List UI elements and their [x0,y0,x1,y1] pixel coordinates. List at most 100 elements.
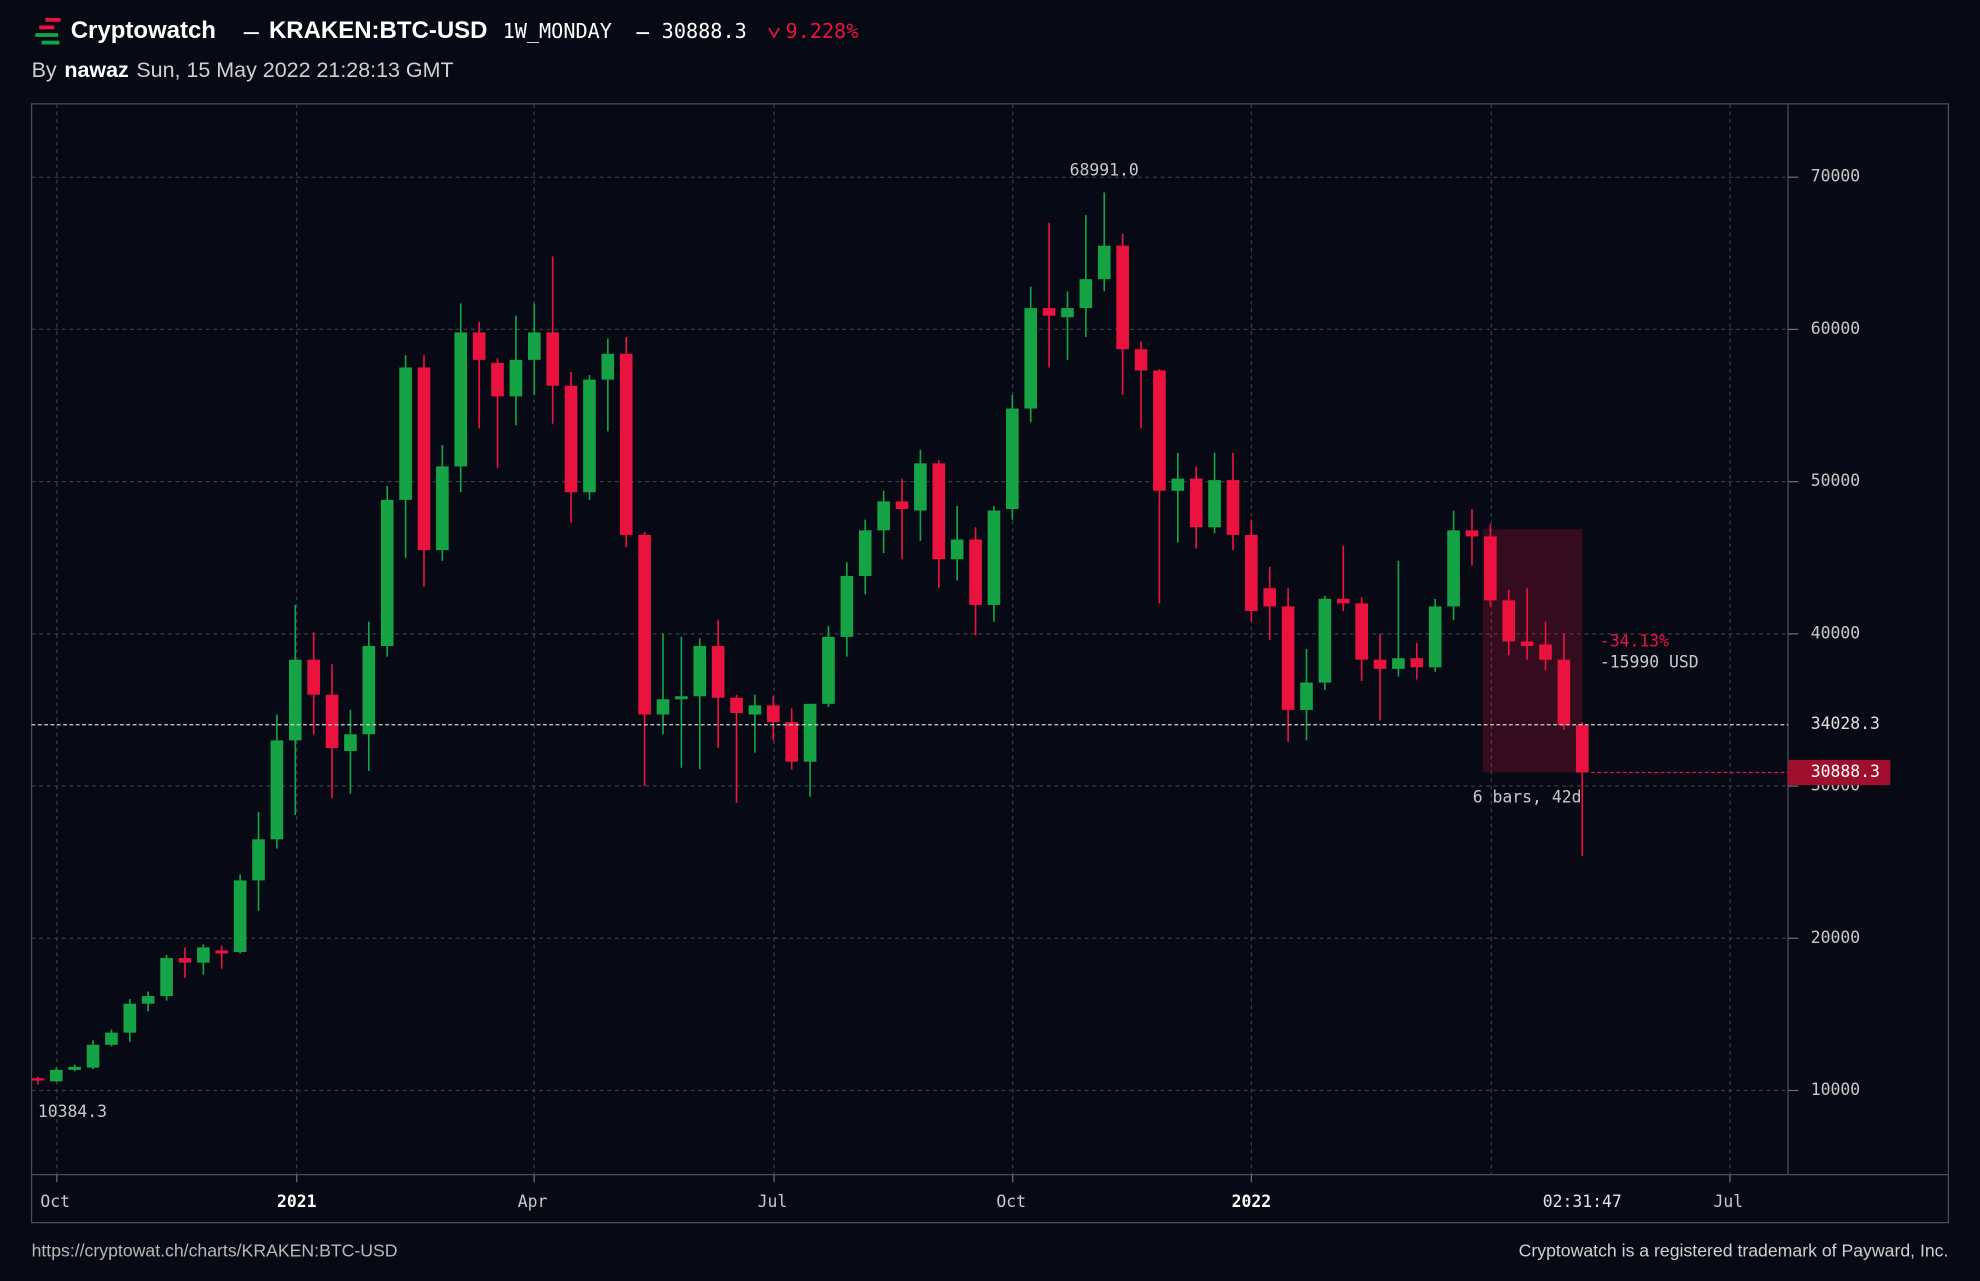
candle-body [785,722,799,762]
candle-body [1410,658,1424,668]
candle-body [491,362,504,397]
last-price-bg [1788,759,1891,786]
candle-body [1171,478,1185,491]
candle-body [472,332,486,360]
candle-body [564,385,578,493]
candle-body [380,499,394,647]
candle-body [987,510,1001,605]
candle-body [675,696,688,700]
candle-body [1465,530,1479,537]
candle-body [840,575,854,637]
interval: 1W_MONDAY [503,18,612,42]
candle-body [105,1032,118,1045]
candle-body [1189,478,1203,528]
candle-body [1263,588,1277,607]
candle-body [583,379,596,493]
candle-body [932,463,946,560]
candle-body [1245,534,1258,612]
candle-body [1318,598,1332,683]
y-tick-label: 50000 [1811,471,1860,490]
price: 30888.3 [662,18,747,42]
candle-body [1061,308,1074,318]
candle-body [1153,370,1166,491]
candle-body [178,958,192,963]
brand: Cryptowatch [71,17,216,44]
candle-body [858,530,872,576]
candle-body [252,839,265,881]
candle-body [1300,682,1313,710]
candle-body [509,359,523,397]
x-tick-label: Apr [518,1192,548,1211]
candle-body [1373,659,1387,669]
candle-body [233,880,247,952]
x-tick-label: Oct [996,1192,1026,1211]
candle-body [1042,308,1056,316]
candle-body [141,996,155,1004]
candle-body [914,463,927,511]
url: https://cryptowat.ch/charts/KRAKEN:BTC-U… [32,1240,398,1260]
measurement-bars: 6 bars, 42d [1473,787,1582,806]
high-annotation: 68991.0 [1070,161,1139,180]
timestamp: Sun, 15 May 2022 21:28:13 GMT [136,58,453,82]
candle-body [86,1044,100,1068]
change-chevron [768,27,780,39]
candle-body [1134,349,1148,371]
candle-body [693,646,707,697]
candle-body [1484,536,1497,601]
candle-body [399,367,412,500]
candle-body [1502,600,1516,642]
candle-body [601,353,615,380]
candle-body [546,332,559,386]
candle-body [344,734,357,752]
candle-body [160,958,173,997]
low-annotation: 10384.3 [38,1102,107,1121]
candle-body [1208,480,1221,528]
candle-body [1226,480,1240,535]
author: nawaz [64,58,128,82]
crosshair-price: 34028.3 [1811,714,1880,733]
trademark: Cryptowatch is a registered trademark of… [1519,1240,1949,1260]
candle-body [362,646,376,735]
candle-body [1520,641,1534,647]
x-tick-label: Oct [40,1192,70,1211]
candle-body [49,1069,63,1082]
candle-body [436,466,449,551]
candle-body [417,367,431,551]
candle-body [1355,603,1368,660]
candle-body [619,353,633,535]
candle-body [1428,606,1442,668]
y-tick-label: 70000 [1811,167,1860,186]
candle-body [1006,408,1019,510]
candle-body [895,501,909,510]
candle-body [1281,606,1295,710]
measurement-pct: -34.13% [1600,631,1669,650]
x-tick-label: Jul [1714,1192,1744,1211]
frame [30,103,1950,1224]
candle-body [1116,245,1129,350]
candle-body [68,1066,81,1070]
candle-body [711,646,725,698]
crosshair-time: 02:31:47 [1543,1192,1622,1211]
header-line: Cryptowatch KRAKEN:BTC-USD 1W_MONDAY 308… [71,17,859,44]
change: 9.228% [785,18,858,42]
measurement-box [1482,529,1583,773]
candle-body [307,659,320,695]
candle-body [803,703,817,762]
candle-body [1575,725,1589,773]
candle-body [822,636,835,704]
x-tick-label: 2021 [277,1192,317,1211]
candle-body [730,697,743,713]
y-tick-label: 20000 [1811,928,1860,947]
candle-body [656,699,670,715]
x-tick-label: 2022 [1232,1192,1272,1211]
candle-body [31,1078,45,1081]
candle-body [325,694,339,748]
y-tick-label: 60000 [1811,319,1860,338]
candle-body [1336,598,1350,604]
candle-body [748,705,762,715]
crosshair-label-bg [1793,712,1895,738]
by: By [32,58,57,82]
